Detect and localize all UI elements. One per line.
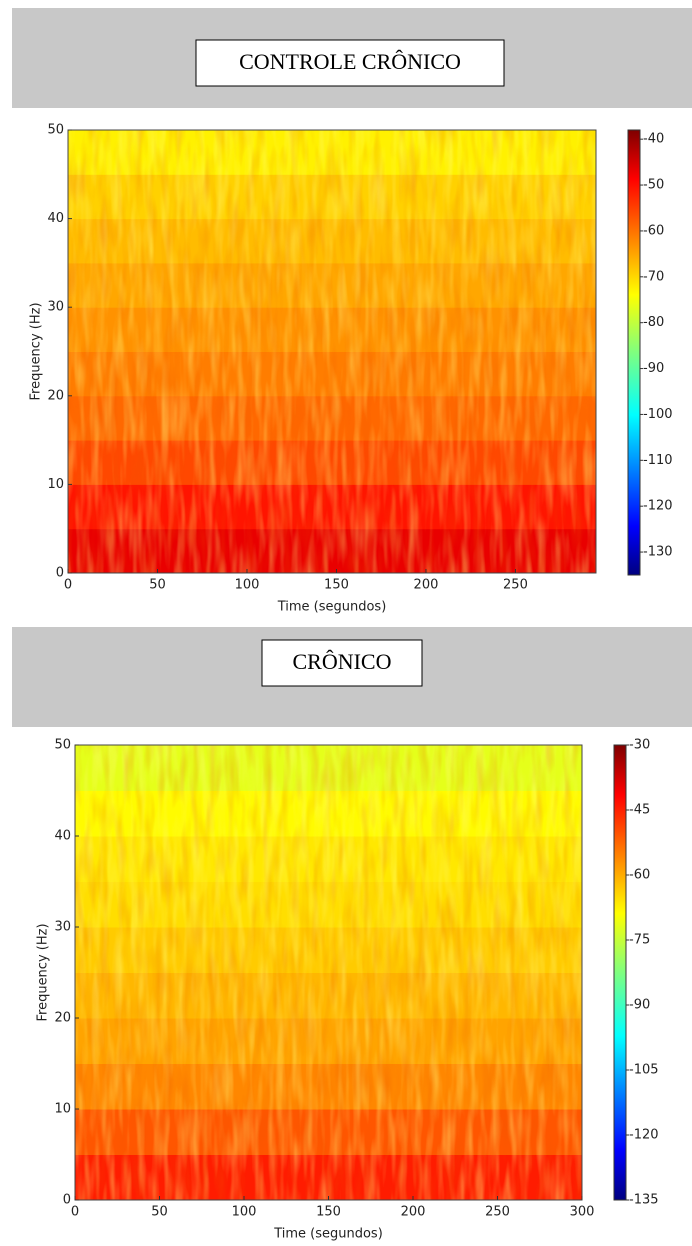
colorbar-tick-label: -105 [629,1063,659,1078]
texture [75,745,582,1200]
colorbar-tick-label: -60 [629,868,650,883]
colorbar [627,129,641,576]
colorbar-tick-label: -80 [643,315,664,330]
y-tick-label: 50 [54,738,71,753]
x-tick-label: 250 [503,578,528,593]
texture [68,130,596,573]
title-box [195,39,505,87]
colorbar-tick-label: -130 [643,545,673,560]
colorbar-tick-label: -120 [629,1128,659,1143]
colorbar-tick-label: -45 [629,803,650,818]
colorbar-tick-label: -110 [643,453,673,468]
x-tick-label: 200 [414,578,439,593]
y-tick-label: 10 [54,1102,71,1117]
y-axis-label: Frequency (Hz) [29,302,44,400]
x-tick-label: 0 [64,578,72,593]
y-tick-label: 0 [63,1193,71,1208]
colorbar-tick-label: -135 [629,1193,659,1208]
y-tick-label: 30 [47,300,64,315]
chart-title: CONTROLE CRÔNICO [239,49,461,74]
colorbar-tick-label: -90 [643,361,664,376]
chart-title: CRÔNICO [292,649,391,674]
colorbar-tick-label: -90 [629,998,650,1013]
plot-frame [67,129,597,574]
x-tick-label: 200 [401,1205,426,1220]
x-tick-label: 50 [151,1205,168,1220]
y-tick-label: 0 [56,566,64,581]
colorbar-tick-label: -75 [629,933,650,948]
x-tick-label: 150 [324,578,349,593]
y-tick-label: 40 [47,211,64,226]
y-tick-label: 40 [54,829,71,844]
x-tick-label: 0 [71,1205,79,1220]
colorbar [613,744,627,1201]
colorbar-tick-label: -40 [643,132,664,147]
colorbar-tick-label: -100 [643,407,673,422]
colorbar-tick-label: -70 [643,269,664,284]
x-tick-label: 250 [485,1205,510,1220]
x-tick-label: 100 [235,578,260,593]
x-tick-label: 300 [570,1205,595,1220]
y-tick-label: 10 [47,477,64,492]
x-tick-label: 50 [149,578,166,593]
y-tick-label: 20 [54,1011,71,1026]
y-axis-label: Frequency (Hz) [36,923,51,1021]
colorbar-tick-label: -30 [629,738,650,753]
colorbar-tick-label: -120 [643,499,673,514]
y-tick-label: 50 [47,123,64,138]
x-tick-label: 150 [316,1205,341,1220]
x-axis-label: Time (segundos) [273,1227,383,1242]
colorbar-tick-label: -60 [643,223,664,238]
y-tick-label: 20 [47,388,64,403]
y-tick-label: 30 [54,920,71,935]
title-box [261,639,423,687]
x-axis-label: Time (segundos) [277,600,387,615]
colorbar-tick-label: -50 [643,178,664,193]
x-tick-label: 100 [232,1205,257,1220]
